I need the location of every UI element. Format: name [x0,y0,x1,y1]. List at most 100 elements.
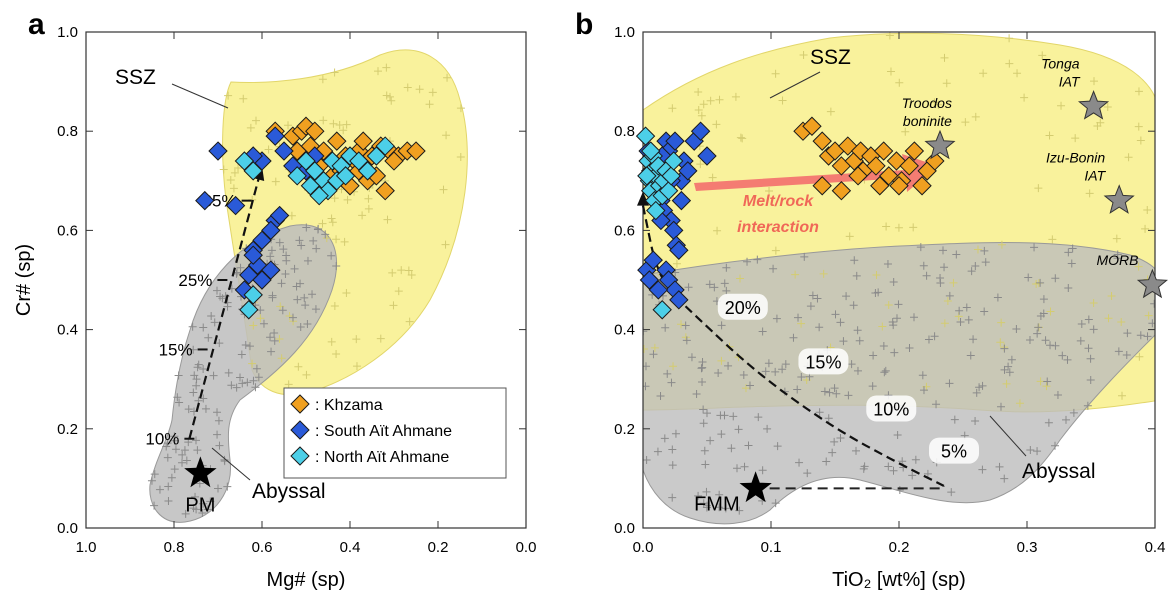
literature-data-cross [939,246,948,255]
literature-data-cross [878,322,887,331]
literature-data-cross [717,321,726,330]
literature-data-cross [830,437,839,446]
literature-data-cross [193,363,202,372]
literature-data-cross [292,282,301,291]
literature-data-cross [1086,376,1095,385]
literature-data-cross [706,436,715,445]
data-point-north-a-t-ahmane [357,161,378,181]
literature-data-cross [852,446,861,455]
legend-marker-khzama [290,394,310,414]
literature-data-cross [710,283,719,292]
literature-data-cross [736,274,745,283]
literature-data-cross [1000,365,1009,374]
literature-data-cross [771,69,780,78]
ssz-leader-line-a [171,83,229,109]
melting-label-bg [798,348,849,375]
literature-data-cross [701,460,710,469]
literature-data-cross [720,279,729,288]
literature-data-cross [771,499,780,508]
literature-data-cross [895,78,904,87]
data-point-north-a-t-ahmane [296,151,316,171]
literature-data-cross [175,398,184,407]
fmm-star-icon [739,471,772,503]
literature-data-cross [308,290,317,299]
literature-data-cross [1051,441,1060,450]
literature-data-cross [1039,295,1048,304]
literature-data-cross [266,333,275,342]
panel-b-letter: b [575,8,593,41]
abyssal-label-a: Abyssal [252,480,326,503]
literature-data-cross [295,236,304,245]
literature-data-cross [275,238,284,247]
literature-data-cross [288,313,297,322]
literature-data-cross [170,465,179,474]
literature-data-cross [188,322,197,331]
literature-data-cross [1089,325,1098,334]
literature-data-cross [860,462,869,471]
literature-data-cross [888,318,897,327]
literature-data-cross [164,482,173,491]
literature-data-cross [303,320,312,329]
literature-data-cross [699,499,708,508]
literature-data-cross [213,286,222,295]
literature-data-cross [713,226,722,235]
literature-data-cross [754,413,763,422]
literature-data-cross [1063,355,1072,364]
literature-data-cross [708,173,717,182]
data-point-north-a-t-ahmane [646,200,666,221]
literature-data-cross [220,455,229,464]
x-tick-label: 0.2 [428,539,449,556]
literature-data-cross [328,218,337,227]
literature-data-cross [884,301,893,310]
literature-data-cross [302,223,311,232]
literature-data-cross [932,400,941,409]
reference-star-label: boninite [903,113,952,129]
legend-label-north-ait-ahmane: : North Aït Ahmane [315,449,449,466]
data-point-north-a-t-ahmane [243,285,263,305]
literature-data-cross [952,250,961,259]
literature-data-cross [778,96,787,105]
literature-data-cross [731,92,740,101]
literature-data-cross [214,416,223,425]
literature-data-cross [243,378,252,387]
literature-data-cross [252,364,261,373]
literature-data-cross [330,68,339,77]
literature-data-cross [267,246,276,255]
x-tick-label: 0.2 [889,539,910,556]
literature-data-cross [758,327,767,336]
melting-percent-label: 20% [725,298,761,318]
literature-data-cross [335,120,344,129]
literature-data-cross [919,261,928,270]
legend-label-khzama: : Khzama [315,397,383,414]
literature-data-cross [1051,341,1060,350]
literature-data-cross [687,353,696,362]
literature-data-cross [382,91,391,100]
literature-data-cross [894,223,903,232]
literature-data-cross [397,266,406,275]
literature-data-cross [330,194,339,203]
literature-data-cross [793,385,802,394]
data-point-south-a-t-ahmane [239,265,259,285]
literature-data-cross [696,160,705,169]
literature-data-cross [277,279,286,288]
data-point-khzama [305,121,325,141]
literature-data-cross [1124,153,1133,162]
melting-percent-label: 15% [159,340,193,359]
literature-data-cross [387,96,396,105]
literature-data-cross [663,369,672,378]
x-tick-label: 1.0 [76,539,97,556]
literature-data-cross [971,417,980,426]
literature-data-cross [1000,474,1009,483]
data-point-south-a-t-ahmane [261,260,281,280]
data-point-north-a-t-ahmane [366,146,387,166]
literature-data-cross [1005,368,1014,377]
data-point-south-a-t-ahmane [261,220,281,241]
literature-data-cross [150,501,159,510]
literature-data-cross [1086,354,1095,363]
literature-data-cross [171,445,180,454]
literature-data-cross [949,278,958,287]
literature-data-cross [1043,377,1052,386]
reference-star-icon [1078,90,1110,120]
data-point-north-a-t-ahmane [239,300,259,320]
literature-data-cross [388,268,397,277]
